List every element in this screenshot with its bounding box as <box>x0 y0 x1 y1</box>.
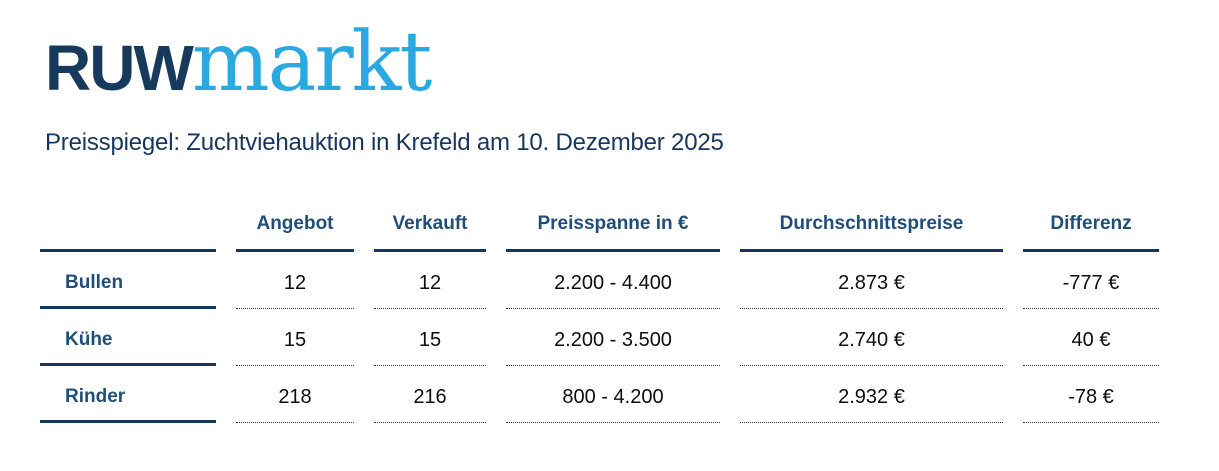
cell-bullen-angebot: 12 <box>236 252 354 309</box>
row-label-kuehe: Kühe <box>40 309 216 366</box>
cell-rinder-angebot: 218 <box>236 366 354 423</box>
cell-kuehe-angebot: 15 <box>236 309 354 366</box>
cell-rinder-differenz: -78 € <box>1023 366 1159 423</box>
cell-kuehe-differenz: 40 € <box>1023 309 1159 366</box>
cell-bullen-differenz: -777 € <box>1023 252 1159 309</box>
column-header-verkauft: Verkauft <box>374 196 486 252</box>
cell-rinder-durchschnittspreis: 2.932 € <box>740 366 1003 423</box>
column-header-durchschnittspreise: Durchschnittspreise <box>740 196 1003 252</box>
cell-kuehe-verkauft: 15 <box>374 309 486 366</box>
row-label-rinder: Rinder <box>40 366 216 423</box>
cell-rinder-verkauft: 216 <box>374 366 486 423</box>
cell-rinder-preisspanne: 800 - 4.200 <box>506 366 720 423</box>
cell-bullen-verkauft: 12 <box>374 252 486 309</box>
cell-bullen-preisspanne: 2.200 - 4.400 <box>506 252 720 309</box>
logo-text-ruw: RUW <box>45 32 194 104</box>
cell-kuehe-durchschnittspreis: 2.740 € <box>740 309 1003 366</box>
page-title: Preisspiegel: Zuchtviehauktion in Krefel… <box>45 129 724 156</box>
column-header-empty <box>40 196 216 252</box>
ruw-markt-logo: RUWmarkt <box>45 15 432 110</box>
price-table: Angebot Verkauft Preisspanne in € Durchs… <box>40 196 1159 423</box>
column-header-differenz: Differenz <box>1023 196 1159 252</box>
logo-text-markt: markt <box>191 15 432 110</box>
cell-bullen-durchschnittspreis: 2.873 € <box>740 252 1003 309</box>
column-header-angebot: Angebot <box>236 196 354 252</box>
column-header-preisspanne: Preisspanne in € <box>506 196 720 252</box>
row-label-bullen: Bullen <box>40 252 216 309</box>
cell-kuehe-preisspanne: 2.200 - 3.500 <box>506 309 720 366</box>
